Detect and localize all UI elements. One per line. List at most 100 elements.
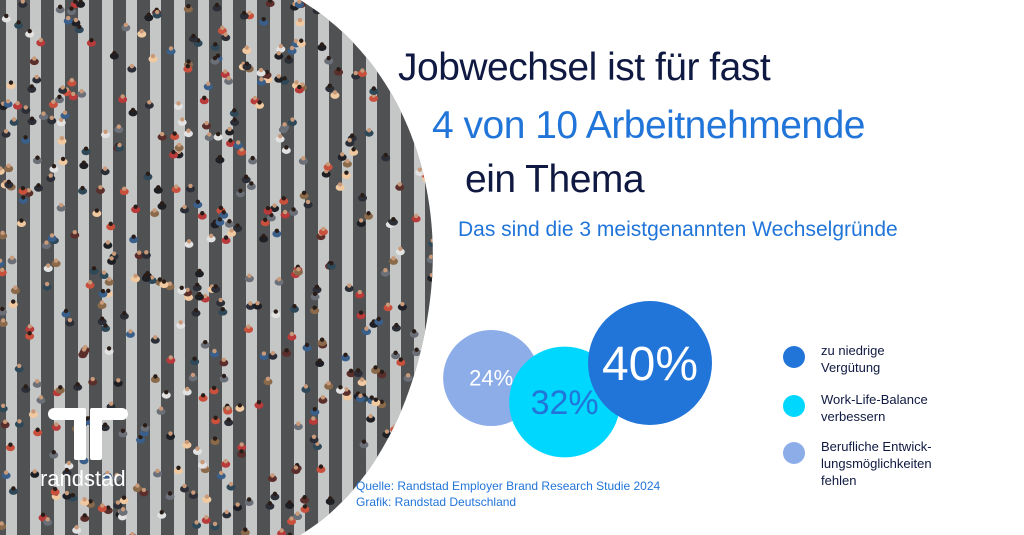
person-figure [374,316,384,326]
person-figure [177,285,187,295]
person-figure [216,297,226,307]
legend-swatch [783,346,805,368]
person-figure [101,129,111,139]
person-figure [293,266,303,276]
person-figure [200,339,210,349]
person-figure [157,131,167,141]
person-figure [148,53,158,63]
person-figure [32,74,42,84]
person-figure [344,283,354,293]
person-figure [0,419,10,429]
person-figure [244,497,254,506]
person-figure [293,421,303,431]
person-figure [36,37,46,47]
legend-label-line: zu niedrige [821,343,885,358]
person-figure [309,434,319,444]
person-figure [215,217,225,226]
person-figure [215,154,225,164]
person-figure [282,348,292,357]
person-figure [174,142,184,152]
person-figure [141,250,151,259]
person-figure [143,171,153,181]
person-figure [274,50,284,60]
person-figure [254,400,264,409]
person-figure [296,38,306,48]
person-figure [274,276,284,286]
person-figure [49,449,59,459]
person-figure [21,105,31,114]
person-figure [72,525,82,534]
person-figure [394,23,404,32]
person-figure [443,14,452,23]
person-figure [265,501,275,510]
person-figure [203,81,213,91]
person-figure [193,199,203,209]
person-figure [270,491,280,501]
person-figure [3,98,13,108]
person-figure [80,497,90,506]
person-figure [70,230,80,239]
person-figure [150,335,160,344]
person-figure [197,210,207,220]
person-figure [55,4,65,14]
person-figure [436,194,445,203]
legend-label-line: Work-Life-Balance [821,392,928,407]
person-figure [194,268,204,278]
person-figure [341,352,351,362]
person-figure [97,316,107,326]
person-figure [144,100,154,109]
legend-label-line: lungsmöglichkeiten [821,456,932,471]
person-figure [68,91,78,101]
person-figure [102,470,112,480]
person-figure [295,17,305,27]
person-figure [356,511,366,520]
person-figure [229,108,239,117]
person-figure [127,63,137,73]
person-figure [97,503,107,513]
person-figure [303,199,313,209]
person-figure [161,389,171,399]
person-figure [210,436,220,446]
person-figure [8,486,18,495]
person-figure [353,368,363,377]
person-figure [56,117,66,127]
person-figure [259,351,269,361]
person-figure [6,80,16,90]
person-figure [169,149,179,159]
person-figure [285,500,295,509]
person-figure [388,216,398,226]
person-figure [141,273,151,282]
person-figure [137,28,147,38]
bubble-value-label: 24% [469,366,513,391]
person-figure [209,348,219,358]
randstad-logo-mark [48,408,128,460]
person-figure [299,190,309,200]
person-figure [409,329,419,338]
person-figure [67,77,77,87]
person-figure [153,468,163,478]
person-figure [294,84,304,94]
person-figure [125,329,135,338]
person-figure [351,10,361,20]
person-figure [165,491,175,501]
person-figure [4,163,14,173]
person-figure [58,85,68,94]
person-figure [98,288,108,298]
person-figure [1,13,11,23]
crosswalk-stripe [126,0,137,535]
crosswalk-stripe [318,0,329,535]
person-figure [293,511,303,521]
person-figure [357,192,367,202]
person-figure [51,258,61,268]
person-figure [113,378,123,387]
person-figure [25,324,35,333]
person-figure [79,347,89,356]
person-figure [248,155,258,165]
person-figure [259,17,269,26]
person-figure [341,170,351,180]
person-figure [380,268,390,277]
person-figure [221,459,231,468]
crosswalk-stripe [150,0,161,535]
graphic-credit-line: Grafik: Randstad Deutschland [356,495,517,509]
